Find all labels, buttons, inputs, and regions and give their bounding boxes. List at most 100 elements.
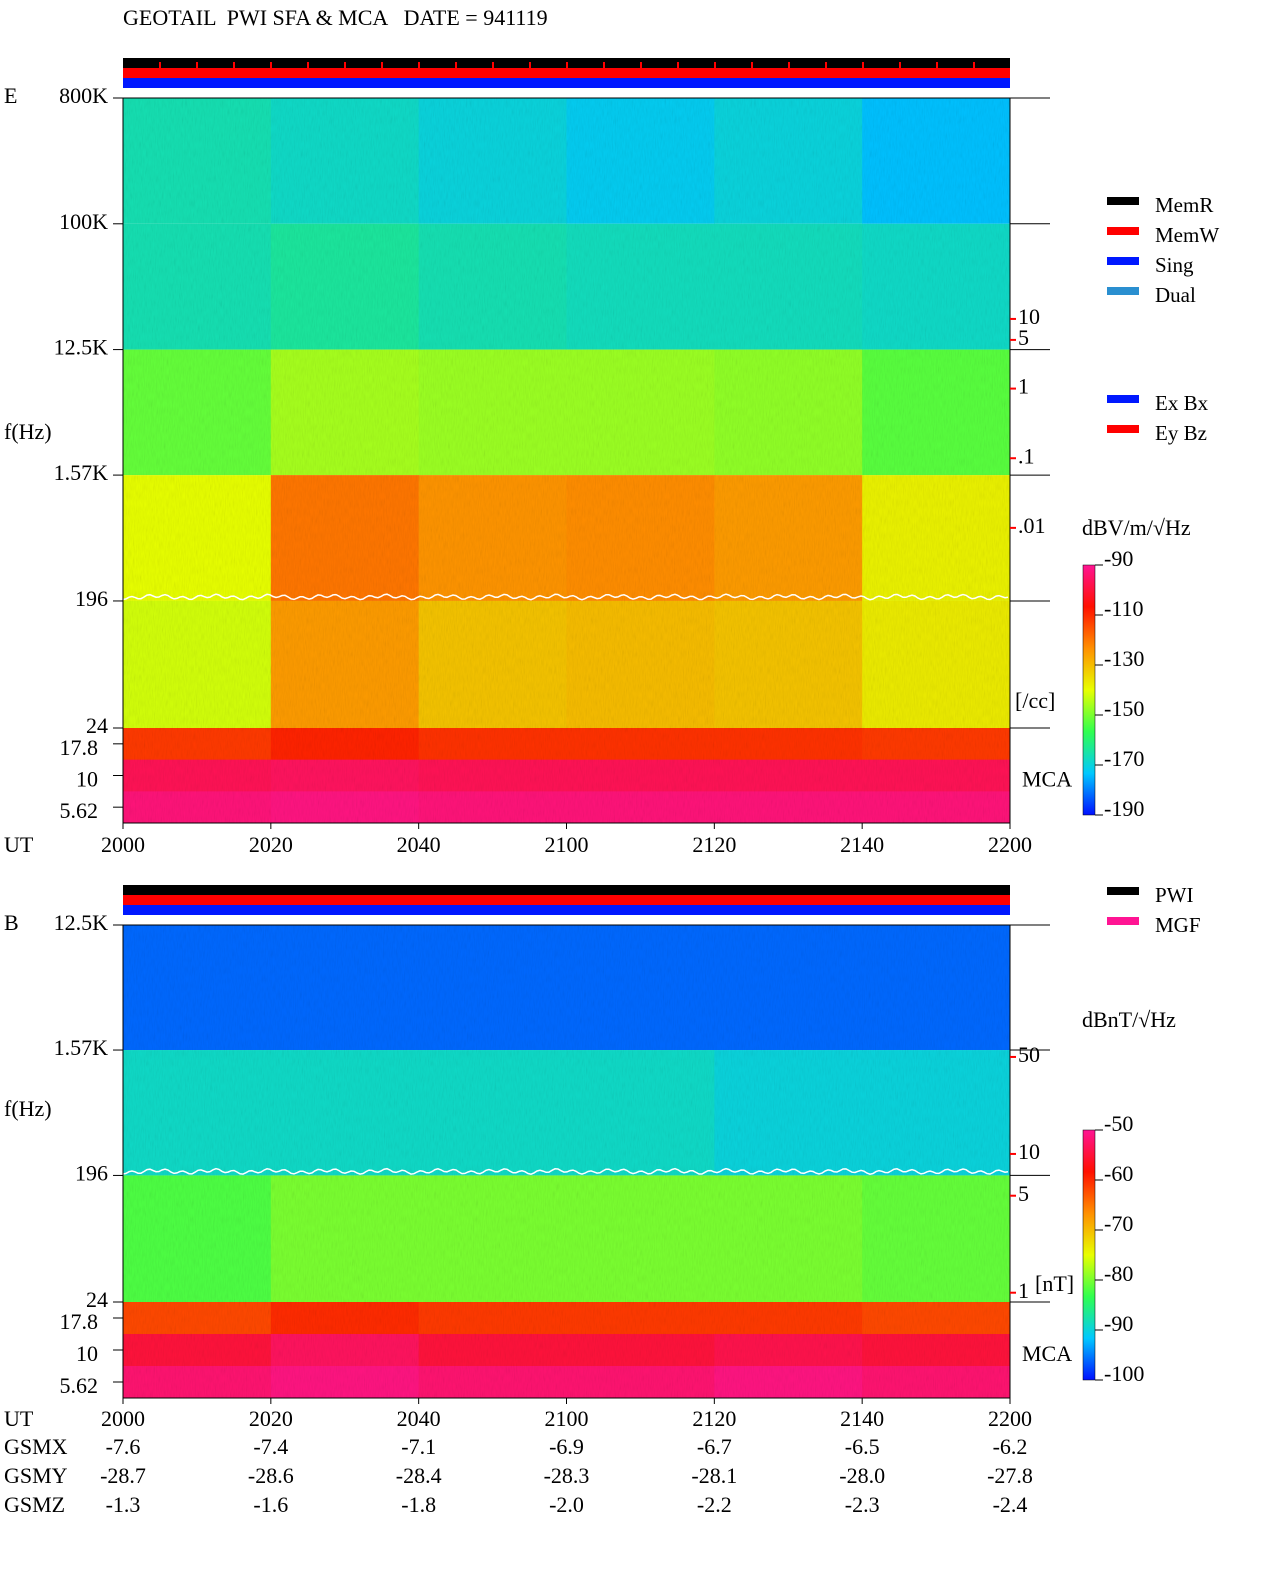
legend-swatch bbox=[1107, 227, 1139, 235]
y-tick-label: 196 bbox=[75, 586, 108, 611]
ephemeris-name: GSMZ bbox=[4, 1492, 65, 1517]
legend-swatch bbox=[1107, 197, 1139, 205]
x-tick-label: 2020 bbox=[249, 832, 293, 857]
x-tick-label: 2120 bbox=[692, 1406, 736, 1431]
colorbar-tick-label: -90 bbox=[1104, 1311, 1133, 1336]
y-tick-label: 1.57K bbox=[54, 460, 109, 485]
legend-swatch bbox=[1107, 287, 1139, 295]
y-tick-label: 196 bbox=[75, 1160, 108, 1185]
ephemeris-value: -28.6 bbox=[248, 1463, 294, 1488]
ephemeris-name: GSMY bbox=[4, 1463, 68, 1488]
ephemeris-value: -6.5 bbox=[845, 1434, 880, 1459]
legend-swatch bbox=[1107, 425, 1139, 433]
ephemeris-value: -1.3 bbox=[106, 1492, 141, 1517]
texture bbox=[123, 98, 1010, 823]
scale-label: 10 bbox=[1018, 304, 1040, 329]
scale-label: 5 bbox=[1018, 325, 1029, 350]
ephemeris-value: -7.6 bbox=[106, 1434, 141, 1459]
x-tick-label: 2100 bbox=[545, 832, 589, 857]
mca-channel-label: 10 bbox=[76, 767, 98, 792]
legend-swatch bbox=[1107, 395, 1139, 403]
colorbar-tick-label: -130 bbox=[1104, 646, 1144, 671]
legend-swatch bbox=[1107, 887, 1139, 895]
x-axis-label: UT bbox=[4, 832, 34, 857]
x-tick-label: 2120 bbox=[692, 832, 736, 857]
scale-label: 50 bbox=[1018, 1042, 1040, 1067]
colorbar-tick-label: -80 bbox=[1104, 1261, 1133, 1286]
mca-channel-label: 10 bbox=[76, 1341, 98, 1366]
ephemeris-value: -2.0 bbox=[549, 1492, 584, 1517]
status-bar bbox=[123, 905, 1010, 915]
colorbar-tick-label: -100 bbox=[1104, 1361, 1144, 1386]
texture bbox=[123, 925, 1010, 1398]
scale-label: 1 bbox=[1018, 1278, 1029, 1303]
legend-swatch bbox=[1107, 257, 1139, 265]
status-bar bbox=[123, 78, 1010, 88]
mca-channel-label: 5.62 bbox=[60, 1373, 99, 1398]
legend-label: Ex Bx bbox=[1155, 391, 1209, 415]
colorbar-tick-label: -90 bbox=[1104, 546, 1133, 571]
trace-line bbox=[122, 1167, 1009, 1175]
status-bar bbox=[123, 885, 1010, 895]
x-tick-label: 2140 bbox=[840, 832, 884, 857]
x-tick-label: 2040 bbox=[397, 832, 441, 857]
ephemeris-value: -1.6 bbox=[253, 1492, 288, 1517]
scale-label: .1 bbox=[1018, 443, 1035, 468]
legend-label: PWI bbox=[1155, 883, 1194, 907]
mca-channel-label: 17.8 bbox=[60, 735, 99, 760]
x-tick-label: 2000 bbox=[101, 1406, 145, 1431]
y-tick-label: 12.5K bbox=[54, 335, 109, 360]
colorbar-tick-label: -190 bbox=[1104, 796, 1144, 821]
legend-label: Dual bbox=[1155, 283, 1196, 307]
colorbar-tick-label: -60 bbox=[1104, 1161, 1133, 1186]
ephemeris-value: -28.0 bbox=[839, 1463, 885, 1488]
colorbar bbox=[1082, 564, 1096, 816]
y-tick-label: 1.57K bbox=[54, 1035, 109, 1060]
y-tick-label: 800K bbox=[59, 83, 108, 108]
panel-label: B bbox=[4, 910, 19, 935]
scale-label: .01 bbox=[1018, 513, 1046, 538]
x-tick-label: 2200 bbox=[988, 1406, 1032, 1431]
status-bar bbox=[123, 895, 1010, 905]
x-tick-label: 2000 bbox=[101, 832, 145, 857]
colorbar bbox=[1082, 1129, 1096, 1381]
mca-channel-label: 5.62 bbox=[60, 798, 99, 823]
x-tick-label: 2100 bbox=[545, 1406, 589, 1431]
ephemeris-value: -28.3 bbox=[544, 1463, 590, 1488]
colorbar-tick-label: -170 bbox=[1104, 746, 1144, 771]
y-tick-label: 24 bbox=[86, 713, 108, 738]
legend-swatch bbox=[1107, 917, 1139, 925]
scale-label: 5 bbox=[1018, 1181, 1029, 1206]
ephemeris-value: -6.7 bbox=[697, 1434, 732, 1459]
legend-label: Sing bbox=[1155, 253, 1194, 277]
ephemeris-value: -28.1 bbox=[691, 1463, 737, 1488]
colorbar-tick-label: -110 bbox=[1104, 596, 1144, 621]
ephemeris-value: -7.4 bbox=[253, 1434, 288, 1459]
title: GEOTAIL PWI SFA & MCA DATE = 941119 bbox=[123, 5, 548, 30]
ephemeris-value: -6.9 bbox=[549, 1434, 584, 1459]
ephemeris-value: -2.3 bbox=[845, 1492, 880, 1517]
x-tick-label: 2200 bbox=[988, 832, 1032, 857]
legend-label: MGF bbox=[1155, 913, 1201, 937]
ephemeris-value: -6.2 bbox=[993, 1434, 1028, 1459]
ephemeris-value: -28.4 bbox=[396, 1463, 442, 1488]
scale-label: 1 bbox=[1018, 374, 1029, 399]
ephemeris-value: -2.2 bbox=[697, 1492, 732, 1517]
y-tick-label: 24 bbox=[86, 1287, 108, 1312]
x-tick-label: 2020 bbox=[249, 1406, 293, 1431]
colorbar-tick-label: -70 bbox=[1104, 1211, 1133, 1236]
ephemeris-value: -1.8 bbox=[401, 1492, 436, 1517]
mca-label: MCA bbox=[1022, 1341, 1072, 1366]
legend-label: MemR bbox=[1155, 193, 1213, 217]
scale-unit: [nT] bbox=[1035, 1271, 1074, 1296]
colorbar-label: dBV/m/√Hz bbox=[1082, 515, 1191, 540]
ephemeris-value: -7.1 bbox=[401, 1434, 436, 1459]
panel-label: E bbox=[4, 83, 17, 108]
x-axis-label: UT bbox=[4, 1406, 34, 1431]
mca-label: MCA bbox=[1022, 767, 1072, 792]
ephemeris-value: -2.4 bbox=[993, 1492, 1028, 1517]
trace-line bbox=[122, 593, 1009, 601]
y-axis-label: f(Hz) bbox=[4, 419, 52, 444]
colorbar-tick-label: -150 bbox=[1104, 696, 1144, 721]
